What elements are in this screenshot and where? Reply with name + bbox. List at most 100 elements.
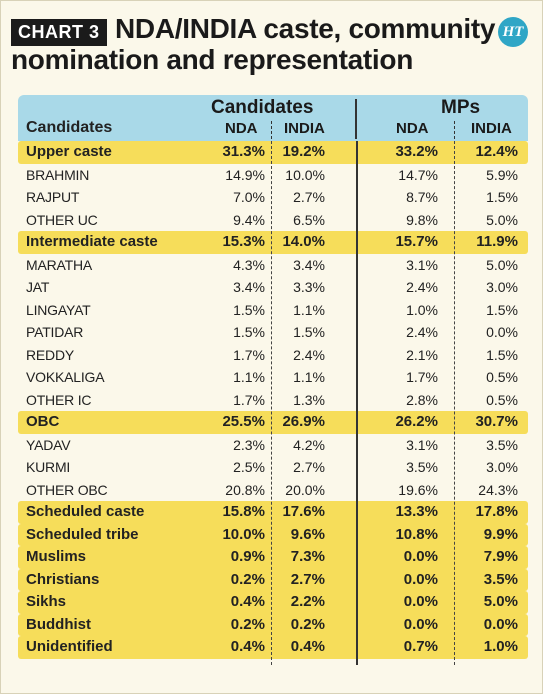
header-sub-divider xyxy=(271,121,272,139)
cell-india-candidates: 0.4% xyxy=(290,638,325,655)
table-row: LINGAYAT 1.5% 1.1% 1.0% 1.5% xyxy=(18,299,528,322)
cell-india-candidates: 2.2% xyxy=(290,593,325,610)
cell-nda-mps: 14.7% xyxy=(398,166,438,183)
row-label: OTHER IC xyxy=(26,391,92,408)
table-row: MARATHA 4.3% 3.4% 3.1% 5.0% xyxy=(18,254,528,277)
cell-india-mps: 1.5% xyxy=(486,301,518,318)
table-row: RAJPUT 7.0% 2.7% 8.7% 1.5% xyxy=(18,186,528,209)
cell-india-candidates: 1.1% xyxy=(293,369,325,385)
cell-india-candidates: 1.3% xyxy=(293,391,325,408)
ht-logo: HT xyxy=(498,17,528,47)
cell-nda-candidates: 1.5% xyxy=(233,324,265,340)
header-sub-india-mps: INDIA xyxy=(471,120,512,137)
cell-nda-mps: 1.7% xyxy=(406,369,438,385)
row-label: Muslims xyxy=(26,548,87,565)
chart-tag: CHART 3 xyxy=(11,19,107,46)
cell-india-candidates: 0.2% xyxy=(290,615,325,633)
cell-india-candidates: 2.7% xyxy=(290,570,325,588)
data-table: Candidates Candidates MPs NDA INDIA NDA … xyxy=(18,95,528,665)
cell-nda-candidates: 20.8% xyxy=(225,481,265,498)
cell-india-candidates: 10.0% xyxy=(285,166,325,183)
cell-india-mps: 3.0% xyxy=(486,459,518,475)
cell-nda-mps: 3.5% xyxy=(406,459,438,475)
table-body: Upper caste 31.3% 19.2% 33.2% 12.4% BRAHMIN 14… xyxy=(18,141,528,659)
cell-india-mps: 1.5% xyxy=(486,346,518,363)
cell-india-candidates: 1.1% xyxy=(293,301,325,318)
cell-india-mps: 9.9% xyxy=(483,525,518,543)
cell-nda-mps: 33.2% xyxy=(395,143,438,160)
cell-india-candidates: 19.2% xyxy=(282,143,325,160)
cell-nda-candidates: 0.4% xyxy=(230,638,265,655)
row-label: BRAHMIN xyxy=(26,166,90,183)
cell-nda-candidates: 3.4% xyxy=(233,279,265,295)
row-label: VOKKALIGA xyxy=(26,369,105,385)
cell-nda-mps: 9.8% xyxy=(406,211,438,228)
cell-nda-candidates: 2.3% xyxy=(233,436,265,453)
cell-india-mps: 5.0% xyxy=(486,256,518,273)
cell-nda-candidates: 25.5% xyxy=(222,413,265,430)
cell-india-mps: 7.9% xyxy=(483,548,518,565)
cell-nda-mps: 0.0% xyxy=(403,615,438,633)
cell-india-candidates: 4.2% xyxy=(293,436,325,453)
row-label: Buddhist xyxy=(26,615,91,633)
row-label: MARATHA xyxy=(26,256,93,273)
cell-india-mps: 5.0% xyxy=(483,593,518,610)
cell-india-mps: 24.3% xyxy=(478,481,518,498)
cell-nda-mps: 2.8% xyxy=(406,391,438,408)
table-row: Christians 0.2% 2.7% 0.0% 3.5% xyxy=(18,568,528,591)
cell-nda-mps: 0.7% xyxy=(403,638,438,655)
cell-india-mps: 5.0% xyxy=(486,211,518,228)
table-row: JAT 3.4% 3.3% 2.4% 3.0% xyxy=(18,276,528,299)
header-sub-divider xyxy=(454,121,455,139)
cell-nda-mps: 2.1% xyxy=(406,346,438,363)
cell-nda-mps: 2.4% xyxy=(406,324,438,340)
header-group-candidates: Candidates xyxy=(211,97,314,118)
cell-nda-candidates: 1.1% xyxy=(233,369,265,385)
table-row: BRAHMIN 14.9% 10.0% 14.7% 5.9% xyxy=(18,164,528,187)
cell-nda-candidates: 2.5% xyxy=(233,459,265,475)
row-label: RAJPUT xyxy=(26,189,80,205)
cell-india-mps: 17.8% xyxy=(475,503,518,520)
cell-india-candidates: 6.5% xyxy=(293,211,325,228)
cell-nda-mps: 15.7% xyxy=(395,233,438,250)
table-row: Buddhist 0.2% 0.2% 0.0% 0.0% xyxy=(18,613,528,636)
cell-nda-candidates: 9.4% xyxy=(233,211,265,228)
cell-india-candidates: 1.5% xyxy=(293,324,325,340)
cell-nda-candidates: 1.5% xyxy=(233,301,265,318)
cell-india-candidates: 20.0% xyxy=(285,481,325,498)
header-sub-india-candidates: INDIA xyxy=(284,120,325,137)
table-row: VOKKALIGA 1.1% 1.1% 1.7% 0.5% xyxy=(18,366,528,389)
header-group-divider xyxy=(355,99,357,139)
table-row: REDDY 1.7% 2.4% 2.1% 1.5% xyxy=(18,344,528,367)
table-row: PATIDAR 1.5% 1.5% 2.4% 0.0% xyxy=(18,321,528,344)
table-row: Unidentified 0.4% 0.4% 0.7% 1.0% xyxy=(18,636,528,659)
header-first-col: Candidates xyxy=(26,119,113,136)
row-label: JAT xyxy=(26,279,50,295)
cell-nda-candidates: 0.2% xyxy=(230,615,265,633)
header-sub-nda-candidates: NDA xyxy=(225,120,258,137)
cell-india-mps: 1.5% xyxy=(486,189,518,205)
row-label: Upper caste xyxy=(26,143,112,160)
row-label: LINGAYAT xyxy=(26,301,91,318)
cell-nda-mps: 10.8% xyxy=(395,525,438,543)
cell-nda-mps: 26.2% xyxy=(395,413,438,430)
table-header: Candidates Candidates MPs NDA INDIA NDA … xyxy=(18,95,528,141)
cell-nda-candidates: 1.7% xyxy=(233,346,265,363)
group-divider-line xyxy=(356,141,358,665)
row-label: Christians xyxy=(26,570,100,588)
row-label: OTHER UC xyxy=(26,211,98,228)
cell-nda-candidates: 1.7% xyxy=(233,391,265,408)
cell-india-mps: 0.0% xyxy=(486,324,518,340)
row-label: PATIDAR xyxy=(26,324,84,340)
cell-nda-mps: 19.6% xyxy=(398,481,438,498)
row-label: Unidentified xyxy=(26,638,113,655)
cell-nda-candidates: 15.8% xyxy=(222,503,265,520)
chart-title-text: NDA/INDIA caste, community nomination an… xyxy=(11,13,496,75)
cell-nda-candidates: 4.3% xyxy=(233,256,265,273)
table-row: KURMI 2.5% 2.7% 3.5% 3.0% xyxy=(18,456,528,479)
cell-nda-mps: 8.7% xyxy=(406,189,438,205)
cell-nda-candidates: 14.9% xyxy=(225,166,265,183)
table-row: Upper caste 31.3% 19.2% 33.2% 12.4% xyxy=(18,141,528,164)
cell-india-candidates: 3.3% xyxy=(293,279,325,295)
